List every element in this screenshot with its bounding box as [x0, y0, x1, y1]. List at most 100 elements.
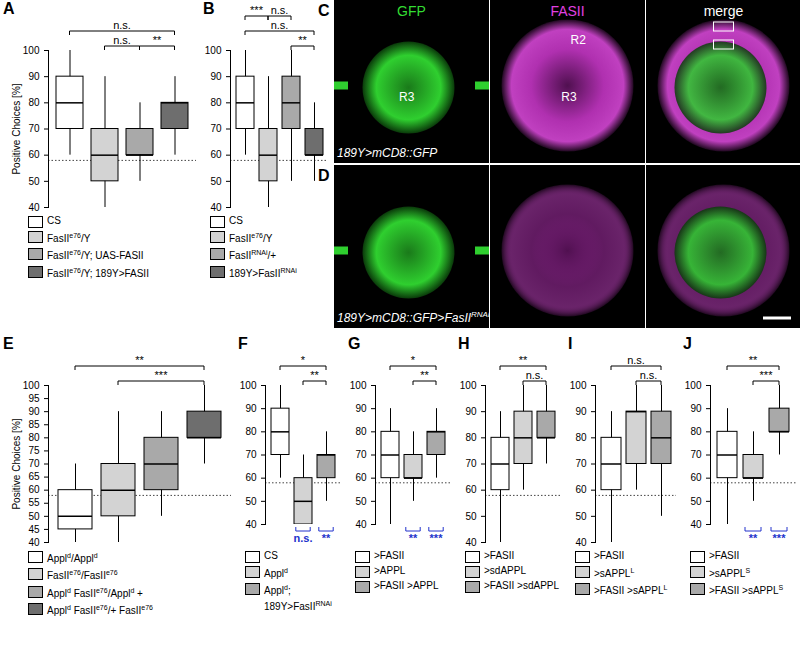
svg-text:90: 90 [28, 406, 40, 417]
svg-text:**: ** [749, 532, 758, 544]
svg-text:90: 90 [575, 406, 587, 417]
svg-text:80: 80 [575, 432, 587, 443]
svg-text:50: 50 [28, 511, 40, 522]
svg-text:**: ** [310, 369, 319, 381]
svg-text:Positive Choices [%]: Positive Choices [%] [11, 83, 22, 174]
svg-text:40: 40 [575, 537, 587, 548]
svg-text:***: *** [155, 369, 169, 381]
svg-text:*: * [411, 354, 416, 366]
svg-text:70: 70 [355, 449, 367, 460]
svg-text:60: 60 [210, 149, 222, 160]
svg-text:50: 50 [690, 496, 702, 507]
svg-text:80: 80 [245, 426, 257, 437]
svg-text:**: ** [409, 532, 418, 544]
svg-text:100: 100 [460, 380, 477, 391]
html-text:R2: R2 [570, 32, 586, 47]
svg-text:80: 80 [28, 432, 40, 443]
svg-text:40: 40 [355, 519, 367, 530]
svg-text:80: 80 [28, 97, 40, 108]
svg-text:90: 90 [28, 71, 40, 82]
svg-text:80: 80 [690, 426, 702, 437]
html-text:189Y>mCD8::GFP: 189Y>mCD8::GFP [337, 146, 438, 160]
svg-text:55: 55 [28, 497, 40, 508]
svg-text:100: 100 [23, 380, 40, 391]
svg-text:**: ** [322, 532, 331, 544]
html-text:FasIIe76/Y: FasIIe76/Y [47, 232, 91, 245]
svg-text:***: *** [430, 532, 444, 544]
svg-text:85: 85 [28, 419, 40, 430]
svg-text:**: ** [298, 34, 307, 46]
html-text:R3: R3 [399, 89, 415, 104]
svg-text:70: 70 [575, 458, 587, 469]
svg-text:90: 90 [465, 406, 477, 417]
html-text:Appld; 189Y>FasIIRNAi: Appld; 189Y>FasIIRNAi [264, 584, 332, 612]
svg-text:100: 100 [570, 380, 587, 391]
svg-text:n.s.: n.s. [271, 19, 289, 31]
svg-text:90: 90 [210, 71, 222, 82]
svg-text:n.s.: n.s. [627, 354, 645, 366]
svg-text:60: 60 [355, 472, 367, 483]
svg-text:**: ** [420, 369, 429, 381]
html-text:GFP: GFP [397, 3, 426, 19]
html-text:merge: merge [703, 3, 744, 19]
svg-text:**: ** [519, 354, 528, 366]
svg-text:50: 50 [575, 511, 587, 522]
svg-text:40: 40 [28, 202, 40, 213]
svg-text:75: 75 [28, 445, 40, 456]
svg-text:60: 60 [28, 149, 40, 160]
svg-text:80: 80 [210, 97, 222, 108]
svg-text:100: 100 [685, 380, 702, 391]
svg-text:80: 80 [465, 432, 477, 443]
svg-text:50: 50 [245, 496, 257, 507]
svg-text:***: *** [773, 532, 787, 544]
svg-text:40: 40 [245, 519, 257, 530]
svg-text:n.s.: n.s. [113, 19, 131, 31]
svg-text:n.s.: n.s. [640, 369, 658, 381]
svg-text:90: 90 [690, 403, 702, 414]
svg-text:70: 70 [210, 123, 222, 134]
svg-text:50: 50 [210, 176, 222, 187]
html-text:FASII: FASII [550, 3, 585, 19]
svg-text:45: 45 [28, 524, 40, 535]
svg-text:100: 100 [205, 45, 222, 56]
svg-text:*: * [301, 354, 306, 366]
svg-text:40: 40 [28, 537, 40, 548]
svg-text:n.s.: n.s. [271, 4, 289, 16]
svg-text:**: ** [749, 354, 758, 366]
svg-text:100: 100 [350, 380, 367, 391]
svg-text:60: 60 [28, 484, 40, 495]
svg-text:n.s.: n.s. [113, 34, 131, 46]
svg-text:***: *** [760, 369, 774, 381]
svg-text:100: 100 [240, 380, 257, 391]
svg-text:90: 90 [245, 403, 257, 414]
html-text:189Y>mCD8::GFP>FasIIRNAi: 189Y>mCD8::GFP>FasIIRNAi [337, 310, 490, 325]
svg-text:60: 60 [465, 484, 477, 495]
svg-text:90: 90 [355, 403, 367, 414]
svg-text:***: *** [250, 4, 264, 16]
svg-text:60: 60 [245, 472, 257, 483]
svg-text:50: 50 [28, 176, 40, 187]
svg-text:50: 50 [355, 496, 367, 507]
svg-text:**: ** [135, 354, 144, 366]
svg-text:40: 40 [465, 537, 477, 548]
svg-text:80: 80 [355, 426, 367, 437]
svg-text:50: 50 [465, 511, 477, 522]
svg-text:60: 60 [575, 484, 587, 495]
svg-text:Positive Choices [%]: Positive Choices [%] [11, 418, 22, 509]
svg-text:40: 40 [690, 519, 702, 530]
svg-text:65: 65 [28, 471, 40, 482]
html-text:FasIIe76/Y; UAS-FASII: FasIIe76/Y; UAS-FASII [47, 249, 144, 262]
svg-text:40: 40 [210, 202, 222, 213]
svg-text:60: 60 [690, 472, 702, 483]
svg-text:70: 70 [28, 458, 40, 469]
svg-text:100: 100 [23, 45, 40, 56]
svg-text:n.s.: n.s. [526, 369, 544, 381]
svg-text:70: 70 [690, 449, 702, 460]
html-text:R3: R3 [561, 89, 577, 104]
svg-text:70: 70 [245, 449, 257, 460]
svg-text:70: 70 [28, 123, 40, 134]
svg-text:95: 95 [28, 393, 40, 404]
svg-text:70: 70 [465, 458, 477, 469]
svg-text:n.s.: n.s. [294, 532, 313, 544]
svg-text:**: ** [153, 34, 162, 46]
